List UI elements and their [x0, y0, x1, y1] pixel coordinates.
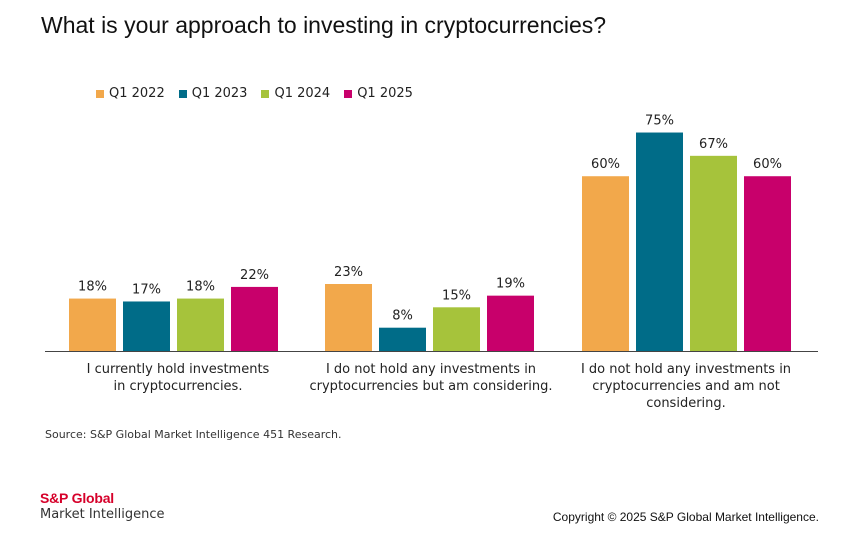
copyright-notice: Copyright © 2025 S&P Global Market Intel… — [552, 510, 819, 524]
logo-subtitle: Market Intelligence — [40, 507, 165, 522]
legend-item-q1-2023: Q1 2023 — [178, 86, 248, 101]
bar-q1-2024-cat2 — [433, 307, 480, 351]
data-label: 75% — [645, 114, 674, 129]
bar-q1-2022-cat1 — [69, 298, 116, 351]
category-label-3: I do not hold any investments in cryptoc… — [570, 361, 802, 412]
bar-q1-2023-cat1 — [123, 301, 170, 351]
category-label-line: I currently hold investments — [86, 362, 270, 377]
legend-swatch — [178, 89, 187, 98]
data-label: 23% — [334, 265, 363, 280]
legend-swatch — [344, 89, 353, 98]
data-label: 19% — [496, 277, 525, 292]
category-label-line: in cryptocurrencies. — [113, 379, 243, 394]
data-label: 60% — [591, 157, 620, 172]
data-label: 8% — [392, 309, 413, 324]
sp-global-logo: S&P Global Market Intelligence — [40, 491, 164, 523]
category-label-line: cryptocurrencies and am not — [592, 379, 780, 394]
legend-item-q1-2024: Q1 2024 — [261, 86, 330, 101]
data-label: 60% — [753, 157, 782, 172]
legend-label: Q1 2022 — [109, 86, 165, 101]
data-label: 17% — [132, 282, 161, 297]
legend-label: Q1 2025 — [357, 86, 413, 101]
legend-item-q1-2025: Q1 2025 — [344, 86, 413, 101]
legend-item-q1-2022: Q1 2022 — [96, 86, 165, 101]
category-label-line: cryptocurrencies but am considering. — [309, 379, 553, 394]
legend-label: Q1 2024 — [274, 86, 331, 101]
source-note: Source: S&P Global Market Intelligence 4… — [45, 428, 342, 441]
bar-q1-2025-cat3 — [744, 176, 791, 351]
legend: Q1 2022 Q1 2023 Q1 2024 Q1 2025 — [96, 86, 413, 101]
bar-q1-2023-cat3 — [636, 132, 683, 351]
chart-title: What is your approach to investing in cr… — [41, 12, 607, 38]
data-label: 18% — [78, 280, 107, 295]
bar-q1-2023-cat2 — [379, 327, 426, 351]
category-label-2: I do not hold any investments in cryptoc… — [300, 361, 562, 395]
logo-brand: S&P Global — [40, 490, 114, 506]
bar-q1-2022-cat2 — [325, 284, 372, 351]
legend-swatch — [261, 89, 270, 98]
data-label: 22% — [240, 268, 269, 283]
bar-q1-2024-cat3 — [690, 155, 737, 351]
data-label: 18% — [186, 280, 215, 295]
category-label-line: I do not hold any investments in — [580, 362, 792, 377]
data-label: 15% — [442, 288, 471, 303]
bar-q1-2022-cat3 — [582, 176, 629, 351]
legend-swatch — [96, 89, 104, 98]
category-label-1: I currently hold investments in cryptocu… — [62, 361, 294, 395]
category-label-line: I do not hold any investments in — [325, 362, 537, 377]
data-label: 67% — [699, 137, 728, 152]
legend-label: Q1 2023 — [191, 86, 248, 101]
category-label-line: considering. — [646, 396, 726, 411]
bar-q1-2025-cat1 — [231, 286, 278, 351]
bar-q1-2024-cat1 — [177, 298, 224, 351]
bar-q1-2025-cat2 — [487, 295, 534, 351]
